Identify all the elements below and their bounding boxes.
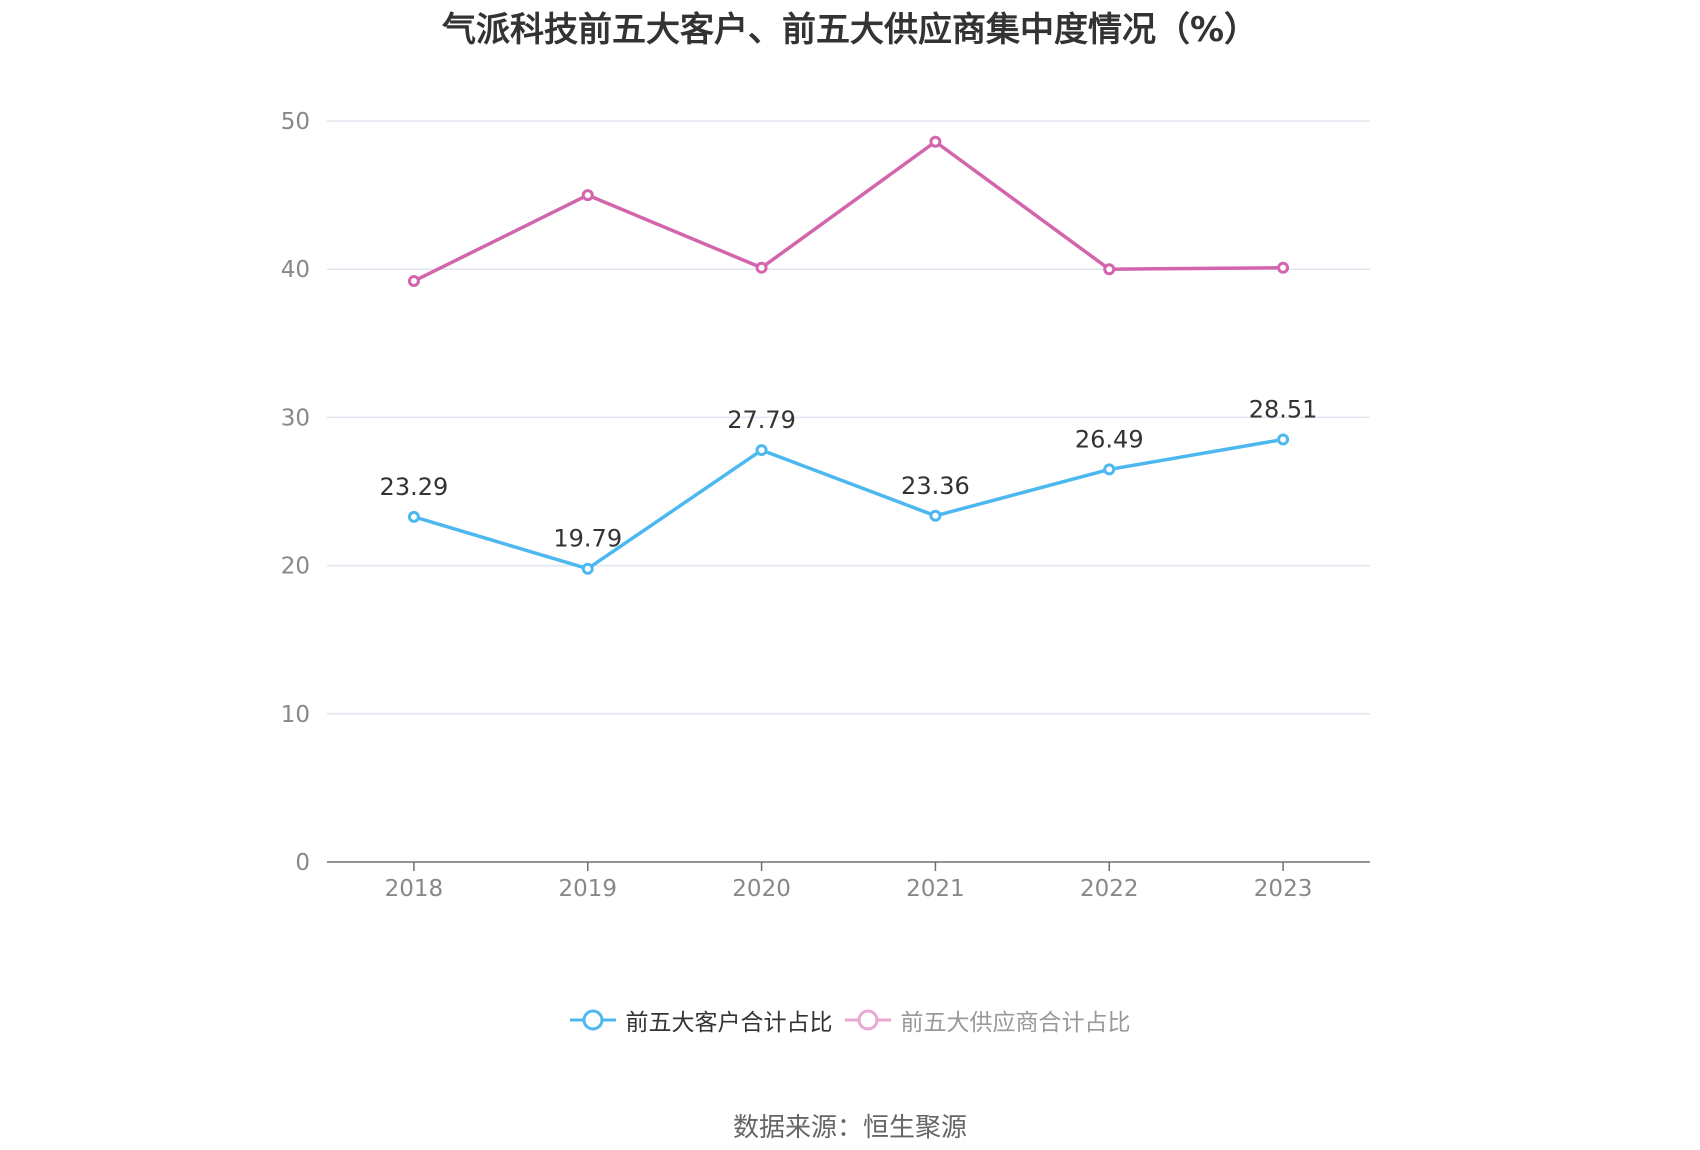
data-point bbox=[755, 261, 768, 274]
data-point bbox=[755, 444, 768, 457]
data-point bbox=[407, 275, 420, 288]
data-point bbox=[929, 135, 942, 148]
y-tick-label: 20 bbox=[281, 554, 310, 580]
data-label: 23.36 bbox=[901, 472, 970, 500]
x-tick-label: 2020 bbox=[732, 876, 791, 902]
data-point bbox=[581, 562, 594, 575]
legend-label-suppliers: 前五大供应商合计占比 bbox=[900, 1010, 1131, 1036]
x-tick-label: 2018 bbox=[385, 876, 444, 902]
legend-item-suppliers[interactable]: 前五大供应商合计占比 bbox=[844, 1003, 1131, 1037]
data-label: 28.51 bbox=[1249, 395, 1318, 423]
data-point bbox=[1103, 263, 1116, 276]
y-tick-label: 0 bbox=[295, 850, 310, 876]
y-tick-label: 10 bbox=[281, 702, 310, 728]
x-tick-label: 2019 bbox=[558, 876, 617, 902]
legend-item-customers[interactable]: 前五大客户合计占比 bbox=[569, 1003, 833, 1037]
x-tick-label: 2022 bbox=[1080, 876, 1139, 902]
data-point bbox=[581, 189, 594, 202]
chart-title: 气派科技前五大客户、前五大供应商集中度情况（%） bbox=[441, 10, 1259, 50]
data-label: 23.29 bbox=[380, 473, 449, 501]
data-label: 26.49 bbox=[1075, 425, 1144, 453]
data-point bbox=[929, 509, 942, 522]
legend-marker-suppliers bbox=[844, 1009, 891, 1031]
data-point bbox=[407, 510, 420, 523]
data-point bbox=[1103, 463, 1116, 476]
x-tick-label: 2021 bbox=[906, 876, 965, 902]
y-tick-label: 40 bbox=[281, 257, 310, 283]
data-source: 数据来源：恒生聚源 bbox=[732, 1113, 967, 1143]
x-tick-label: 2023 bbox=[1254, 876, 1313, 902]
legend-marker-customers bbox=[569, 1009, 616, 1031]
series-line bbox=[412, 437, 1285, 571]
data-label: 27.79 bbox=[727, 406, 796, 434]
y-tick-label: 30 bbox=[281, 405, 310, 431]
data-point bbox=[1277, 261, 1290, 274]
chart-legend: 前五大客户合计占比 前五大供应商合计占比 bbox=[0, 1003, 1700, 1037]
series-line bbox=[412, 139, 1285, 283]
y-tick-label: 50 bbox=[281, 109, 310, 135]
data-label: 19.79 bbox=[553, 525, 622, 553]
data-point bbox=[1277, 433, 1290, 446]
legend-label-customers: 前五大客户合计占比 bbox=[625, 1010, 833, 1036]
